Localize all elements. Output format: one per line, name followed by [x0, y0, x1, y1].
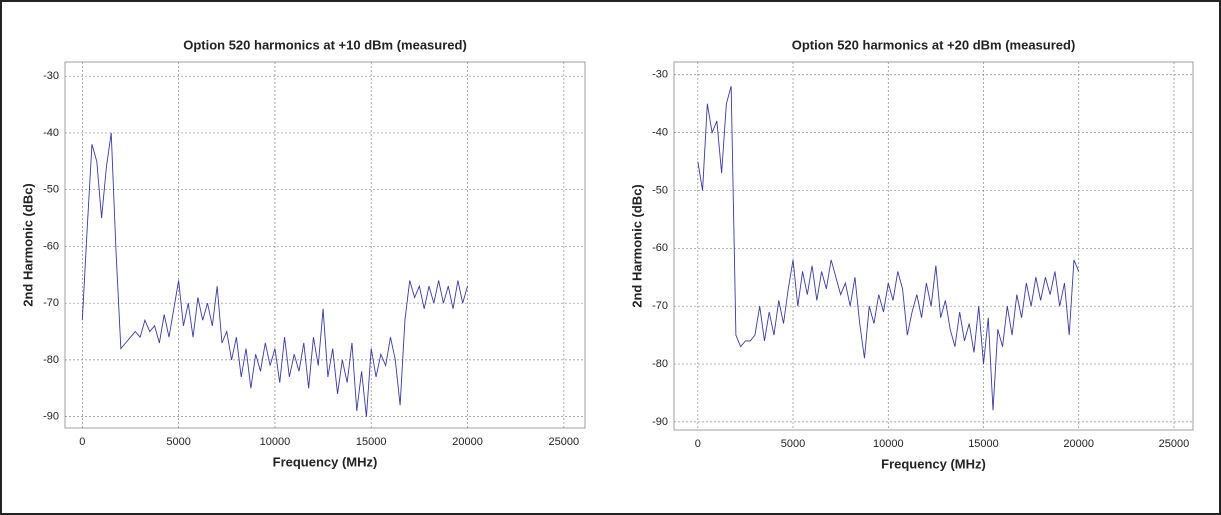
y-tick-label: -40 — [652, 126, 668, 138]
plot-area — [673, 61, 1194, 431]
y-tick-label: -40 — [43, 127, 59, 139]
x-tick-label: 15000 — [356, 436, 387, 448]
x-tick-label: 25000 — [549, 436, 580, 448]
x-tick-label: 20000 — [452, 436, 483, 448]
y-tick-label: -50 — [43, 184, 59, 196]
y-axis-label: 2nd Harmonic (dBc) — [629, 184, 644, 308]
data-line — [697, 86, 1080, 411]
y-tick-label: -60 — [43, 240, 59, 252]
plot-area — [64, 61, 586, 429]
y-tick-label: -30 — [43, 70, 59, 82]
x-tick-label: 15000 — [968, 438, 999, 450]
y-tick-label: -80 — [43, 354, 59, 366]
x-axis-label: Frequency (MHz) — [881, 456, 986, 471]
chart-title: Option 520 harmonics at +10 dBm (measure… — [183, 37, 467, 52]
x-tick-label: 5000 — [166, 436, 190, 448]
y-tick-label: -60 — [652, 242, 668, 254]
x-tick-label: 10000 — [260, 436, 291, 448]
x-tick-label: 20000 — [1063, 438, 1094, 450]
x-tick-label: 0 — [79, 436, 85, 448]
y-tick-label: -50 — [652, 184, 668, 196]
y-tick-label: -90 — [652, 416, 668, 428]
y-tick-label: -70 — [652, 300, 668, 312]
data-line — [81, 132, 468, 417]
y-axis-label: 2nd Harmonic (dBc) — [20, 183, 35, 307]
y-tick-label: -30 — [652, 69, 668, 81]
y-tick-label: -90 — [43, 411, 59, 423]
y-tick-label: -80 — [652, 358, 668, 370]
y-tick-label: -70 — [43, 297, 59, 309]
x-tick-label: 10000 — [873, 438, 904, 450]
x-tick-label: 25000 — [1159, 438, 1190, 450]
x-axis-label: Frequency (MHz) — [273, 454, 378, 469]
x-tick-label: 0 — [695, 438, 701, 450]
chart-title: Option 520 harmonics at +20 dBm (measure… — [792, 37, 1076, 52]
x-tick-label: 5000 — [781, 438, 805, 450]
